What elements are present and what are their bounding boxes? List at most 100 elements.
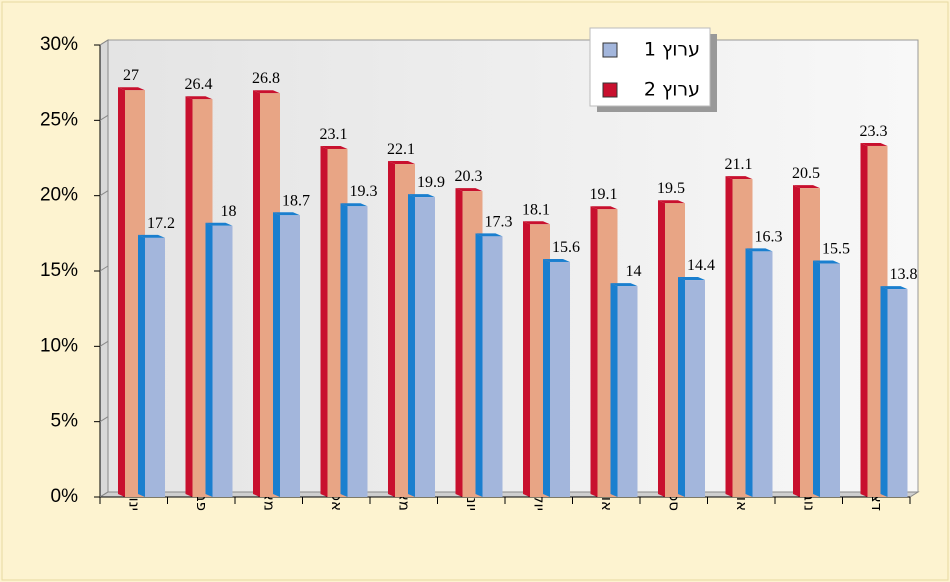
- bar-side: [273, 212, 280, 497]
- bar-top: [340, 203, 368, 207]
- value-label: 18.7: [282, 192, 310, 209]
- bar-top: [880, 286, 908, 290]
- bar-side: [658, 200, 665, 497]
- value-label: 16.3: [755, 228, 783, 245]
- y-tick-label: 5%: [51, 411, 79, 432]
- y-tick-label: 15%: [40, 260, 78, 281]
- bar-side: [610, 283, 618, 497]
- bar-top: [678, 277, 705, 281]
- bar-side: [388, 161, 395, 497]
- wall-tick: [99, 114, 109, 121]
- bar-top: [185, 96, 213, 100]
- bar-side: [455, 188, 463, 497]
- value-label: 26.8: [252, 70, 280, 87]
- bar: [415, 197, 435, 497]
- bar-side: [185, 96, 193, 498]
- bar-top: [523, 221, 550, 225]
- bar-side: [320, 145, 328, 497]
- bar-side: [590, 206, 598, 497]
- value-label: 13.8: [890, 266, 918, 283]
- value-label: 20.3: [455, 168, 483, 185]
- value-label: 23.1: [320, 126, 348, 143]
- bar-side: [475, 233, 483, 497]
- value-label: 14: [626, 263, 642, 280]
- legend-label: ערוץ 1: [644, 39, 700, 61]
- value-label: 18.1: [522, 201, 550, 218]
- bar-side: [340, 203, 348, 498]
- back-wall: [107, 39, 919, 493]
- bar: [280, 215, 300, 497]
- value-label: 17.3: [485, 213, 513, 230]
- bar-side: [118, 87, 125, 497]
- value-label: 19.3: [350, 183, 378, 200]
- bar-top: [205, 222, 233, 226]
- wall-tick: [99, 190, 109, 197]
- bar: [145, 237, 165, 497]
- bar: [212, 225, 233, 498]
- bar: [887, 289, 908, 497]
- bar: [820, 263, 840, 497]
- bar: [482, 236, 503, 497]
- value-label: 19.9: [417, 174, 445, 191]
- legend-swatch: [602, 82, 618, 98]
- bar-top: [408, 194, 435, 198]
- bar-top: [273, 212, 300, 216]
- y-tick-label: 25%: [40, 109, 78, 130]
- bar-top: [543, 258, 570, 262]
- bar-top: [658, 200, 685, 204]
- value-label: 20.5: [792, 165, 820, 182]
- bar: [617, 286, 638, 497]
- value-label: 17.2: [147, 215, 175, 232]
- bar-top: [860, 142, 888, 146]
- bar-side: [138, 234, 145, 497]
- bar-side: [253, 90, 260, 498]
- value-label: 15.5: [822, 240, 850, 257]
- y-tick-label: 30%: [40, 34, 78, 55]
- wall-tick: [99, 39, 109, 46]
- bar-side: [745, 248, 753, 497]
- value-label: 26.4: [185, 76, 213, 93]
- bar-top: [118, 87, 145, 91]
- bar: [347, 206, 368, 498]
- value-label: 27: [123, 67, 139, 84]
- wall-tick: [99, 491, 109, 498]
- bar-top: [610, 283, 638, 287]
- y-tick-label: 0%: [51, 486, 79, 507]
- bar: [752, 251, 773, 497]
- bar-top: [590, 206, 618, 210]
- bar-top: [455, 188, 483, 192]
- legend: ערוץ 1 ערוץ 2: [589, 27, 717, 112]
- value-label: 22.1: [387, 141, 415, 158]
- bar-side: [880, 286, 888, 497]
- y-tick-label: 20%: [40, 185, 78, 206]
- bar: [685, 280, 705, 497]
- bar-side: [205, 222, 213, 498]
- bar-top: [475, 233, 503, 237]
- bar-top: [253, 90, 280, 94]
- bar-side: [860, 142, 868, 498]
- value-label: 15.6: [552, 239, 580, 256]
- bar-top: [138, 234, 165, 238]
- value-label: 14.4: [687, 257, 715, 274]
- bar-top: [793, 185, 820, 189]
- value-label: 18: [221, 203, 237, 220]
- value-label: 19.1: [590, 186, 618, 203]
- x-tick-label: יוני: [463, 494, 481, 511]
- wall-tick: [99, 416, 109, 423]
- bar-top: [388, 161, 415, 165]
- bar-side: [725, 176, 733, 498]
- value-label: 21.1: [725, 156, 753, 173]
- bar-side: [793, 185, 800, 497]
- value-label: 19.5: [657, 180, 685, 197]
- bar-side: [678, 277, 685, 497]
- y-tick-label: 10%: [40, 335, 78, 356]
- legend-label: ערוץ 2: [644, 79, 700, 101]
- bar-top: [745, 248, 773, 252]
- wall-tick: [99, 340, 109, 347]
- bar-side: [408, 194, 415, 497]
- bar: [550, 261, 570, 497]
- bar-top: [725, 176, 753, 180]
- legend-swatch: [602, 42, 618, 58]
- bar-side: [813, 260, 820, 497]
- bar-side: [543, 258, 550, 497]
